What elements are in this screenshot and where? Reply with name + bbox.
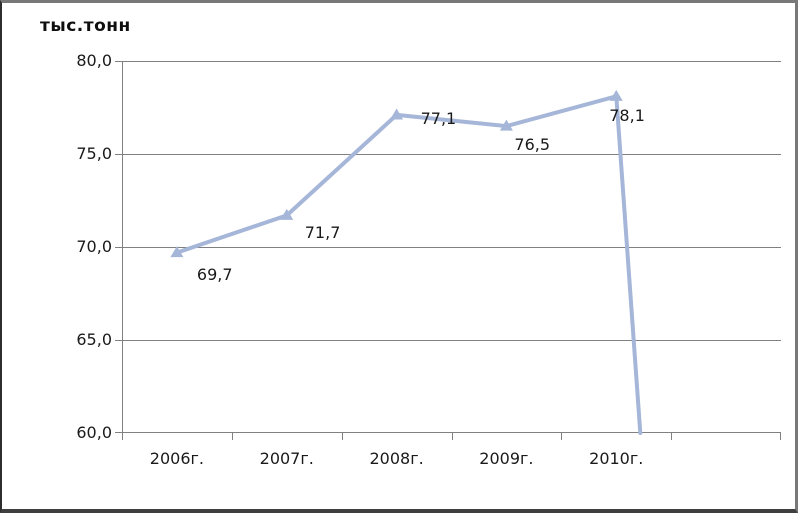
x-tick-label: 2006г. (149, 449, 205, 468)
y-tick-label: 80,0 (76, 51, 112, 70)
gridline (122, 61, 781, 62)
plot-area: 80,0 75,0 70,0 65,0 60,0 2006г. 2007г. 2008г. 20… (76, 51, 781, 468)
data-label: 71,7 (304, 223, 341, 243)
y-axis-tick (115, 340, 122, 341)
y-tick-label: 70,0 (76, 237, 112, 256)
triangle-marker-icon (499, 119, 513, 131)
series-line (174, 94, 643, 435)
data-label: 76,5 (514, 135, 551, 155)
line-chart-svg (170, 89, 643, 435)
y-tick-label: 65,0 (76, 330, 112, 349)
x-axis-tick (671, 433, 673, 440)
gridline (122, 340, 781, 341)
x-axis-tick (341, 433, 343, 440)
y-axis-tick (115, 61, 122, 62)
y-tick-label: 60,0 (76, 423, 112, 442)
x-axis-tick (780, 433, 781, 440)
data-label: 77,1 (420, 108, 457, 128)
x-axis-line (122, 432, 781, 433)
y-axis-line (122, 61, 123, 440)
gridline (122, 247, 781, 248)
y-axis-tick (115, 432, 122, 433)
data-label: 78,1 (609, 106, 645, 126)
gridline (122, 154, 781, 155)
triangle-marker-icon (170, 246, 184, 258)
x-axis-tick (451, 433, 453, 440)
y-tick-label: 75,0 (76, 144, 112, 163)
x-tick-label: 2009г. (479, 449, 534, 468)
triangle-marker-icon (390, 108, 404, 120)
y-axis-tick (115, 154, 122, 155)
x-tick-label: 2010г. (589, 449, 644, 468)
triangle-marker-icon (609, 89, 623, 101)
x-tick-label: 2007г. (259, 449, 314, 468)
chart-title: тыс.тонн (40, 16, 131, 36)
x-axis-tick (231, 433, 233, 440)
x-axis-tick (561, 433, 563, 440)
data-label: 69,7 (196, 264, 233, 284)
x-tick-label: 2008г. (369, 449, 424, 468)
y-axis-tick (115, 247, 122, 248)
triangle-marker-icon (280, 208, 294, 220)
